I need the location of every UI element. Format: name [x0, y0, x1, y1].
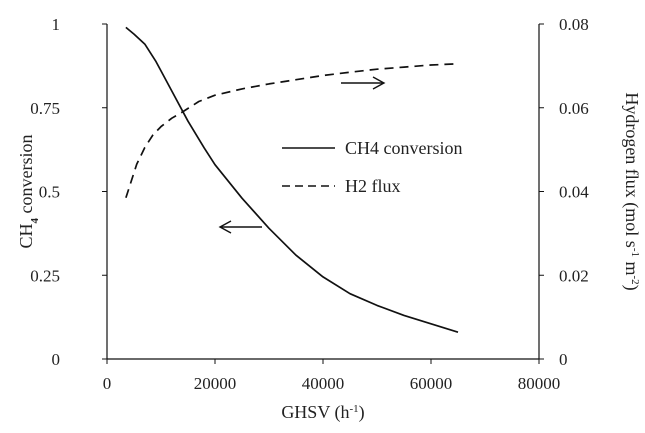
legend-label-ch4-conversion: CH4 conversion	[345, 138, 462, 158]
right-y-tick-label: 0.04	[559, 183, 589, 202]
x-tick-label: 40000	[302, 374, 345, 393]
left-y-axis-title: CH4 conversion	[16, 135, 41, 249]
right-y-tick-label: 0.02	[559, 266, 589, 285]
x-tick-label: 80000	[518, 374, 561, 393]
left-y-tick-label: 0.75	[30, 99, 60, 118]
left-y-tick-label: 0	[52, 350, 61, 369]
series-line-ch4-conversion	[125, 26, 459, 334]
right-y-tick-label: 0.06	[559, 99, 589, 118]
arrow-to-left-axis	[218, 220, 262, 234]
x-axis-title: GHSV (h-1)	[281, 402, 364, 423]
right-y-tick-label: 0	[559, 350, 568, 369]
left-y-tick-label: 0.25	[30, 266, 60, 285]
arrow-to-right-axis	[341, 76, 386, 90]
right-y-axis-title: Hydrogen flux (mol s-1 m-2)	[621, 92, 642, 290]
x-tick-label: 0	[103, 374, 112, 393]
x-tick-label: 60000	[410, 374, 453, 393]
x-tick-label: 20000	[194, 374, 237, 393]
legend-label-h2-flux: H2 flux	[345, 176, 401, 196]
left-y-tick-label: 0.5	[39, 183, 60, 202]
left-y-tick-label: 1	[52, 15, 61, 34]
series-line-h2-flux	[125, 62, 459, 199]
right-y-tick-label: 0.08	[559, 15, 589, 34]
